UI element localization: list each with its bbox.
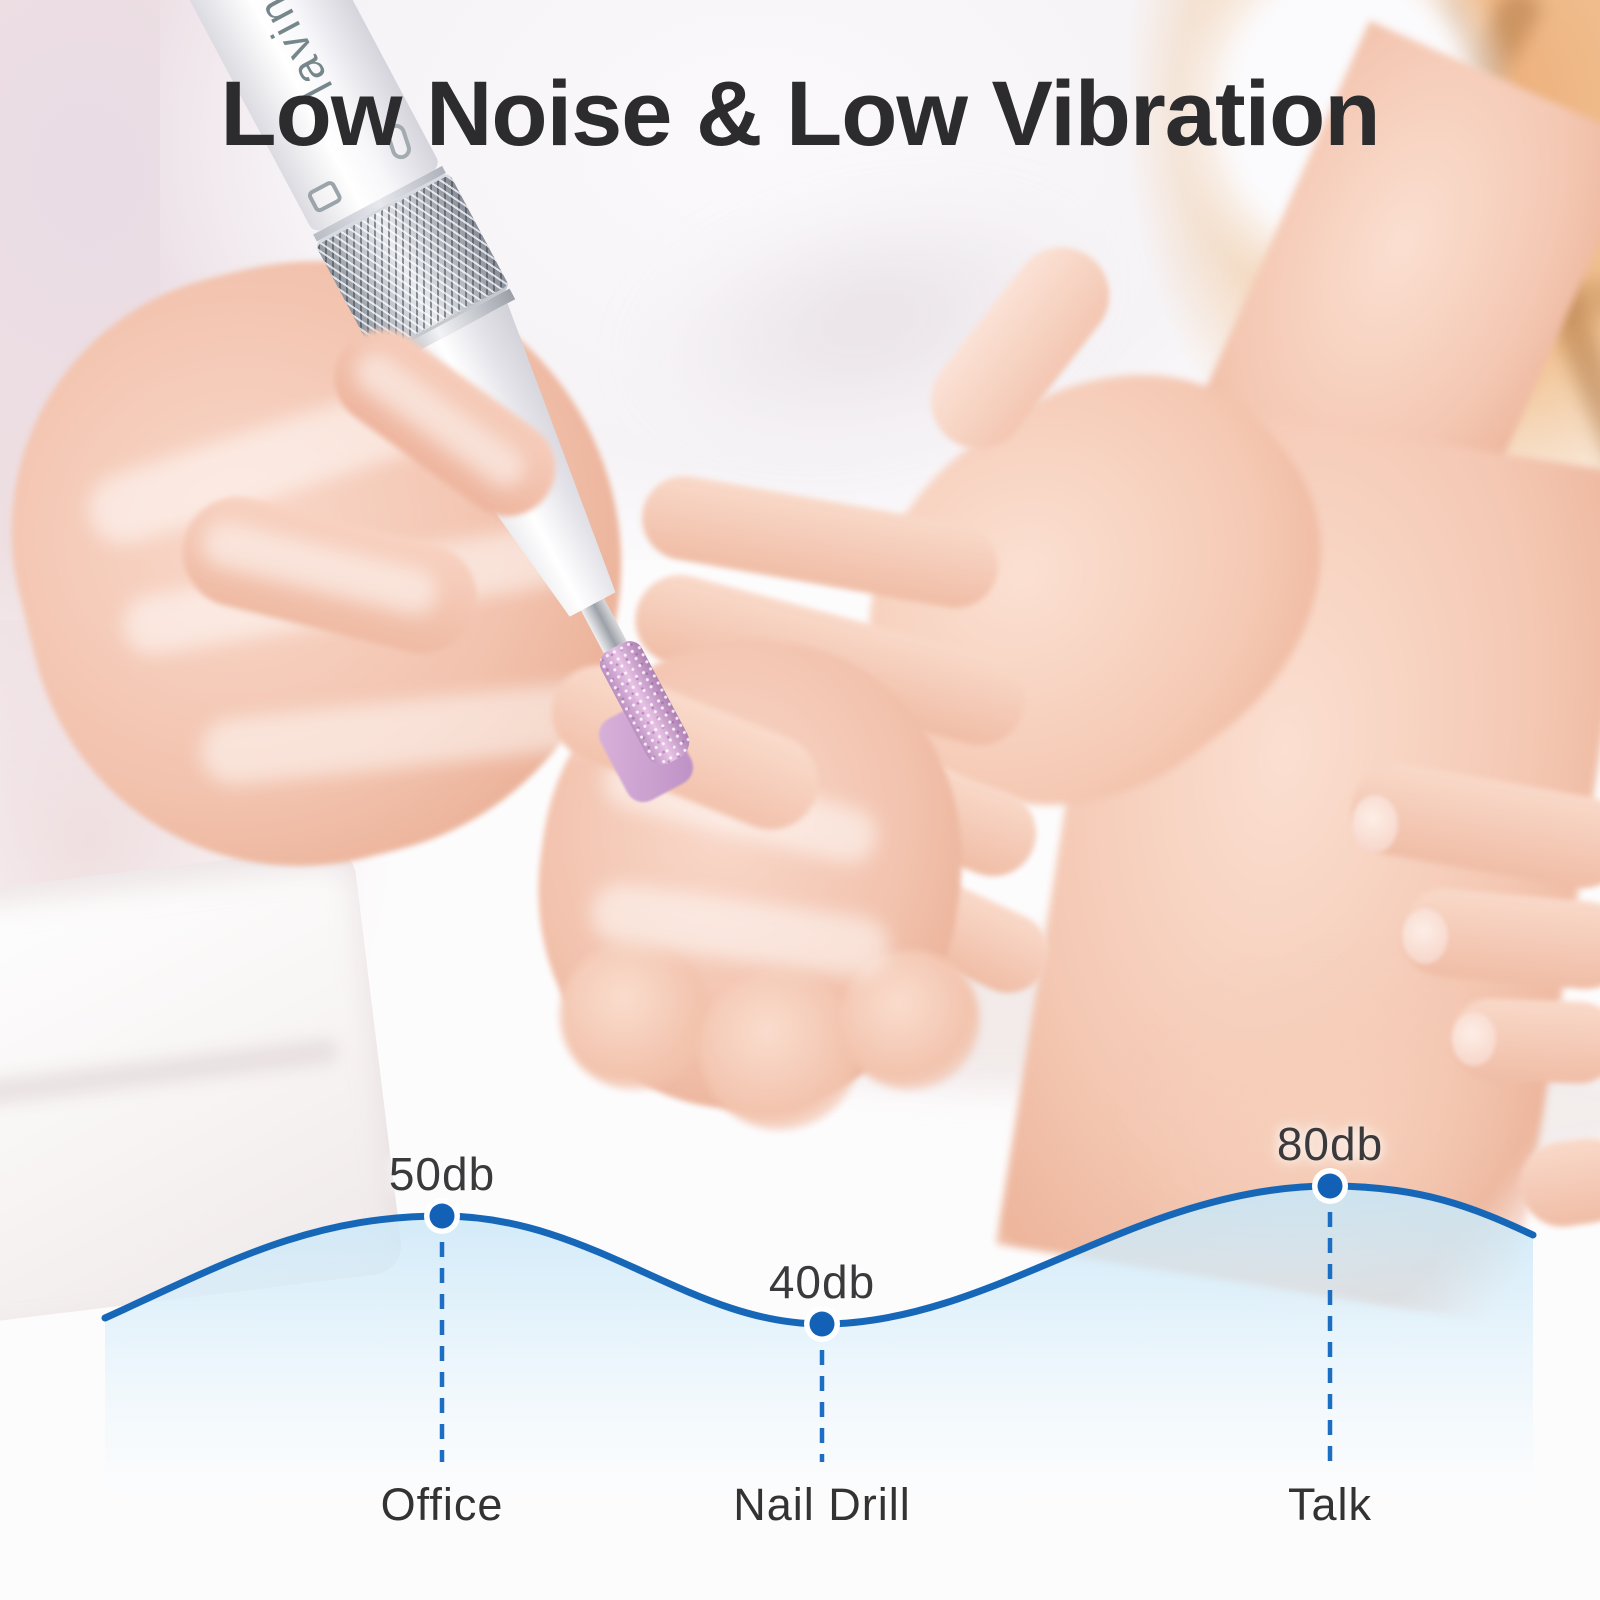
- data-point-dot: [429, 1203, 455, 1229]
- glove-knuckle: [700, 970, 860, 1130]
- category-label: Nail Drill: [733, 1479, 911, 1530]
- db-value-label: 40db: [768, 1256, 876, 1308]
- fingernail: [1452, 1012, 1496, 1066]
- fingernail: [1352, 795, 1398, 853]
- glove-knuckle: [560, 940, 710, 1090]
- db-value-label: 50db: [388, 1148, 496, 1200]
- data-point-dot: [809, 1311, 835, 1337]
- page-title: Low Noise & Low Vibration: [220, 63, 1380, 165]
- category-label: Talk: [1287, 1479, 1373, 1530]
- category-label: Office: [380, 1479, 504, 1530]
- fingernail: [1402, 908, 1448, 964]
- data-point-halo: [424, 1198, 460, 1234]
- pen-display-icon: [305, 178, 344, 215]
- sanding-bit: [594, 636, 696, 771]
- data-point-halo: [804, 1306, 840, 1342]
